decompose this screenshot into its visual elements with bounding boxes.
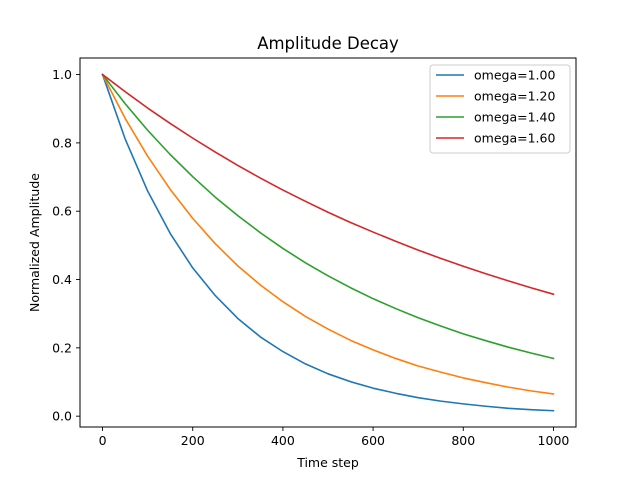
x-tick-label: 600: [361, 433, 385, 448]
y-tick-label: 0.4: [52, 272, 72, 287]
y-axis-label: Normalized Amplitude: [27, 173, 42, 312]
y-tick-label: 0.0: [52, 409, 72, 424]
y-tick-label: 0.6: [52, 204, 72, 219]
legend: omega=1.00 omega=1.20 omega=1.40 omega=1.60: [429, 64, 571, 154]
x-tick-label: 200: [181, 433, 205, 448]
legend-label: omega=1.20: [474, 89, 555, 104]
legend-label: omega=1.60: [474, 131, 555, 146]
series-line-3: [101, 73, 555, 360]
y-axis-ticks: 0.0 0.2 0.4 0.6 0.8 1.0: [52, 67, 80, 424]
x-tick-label: 400: [271, 433, 295, 448]
x-axis-ticks: 0 200 400 600 800 1000: [99, 427, 570, 448]
y-tick-label: 0.8: [52, 135, 72, 150]
series-line-1: [101, 73, 555, 412]
y-tick-label: 1.0: [52, 67, 72, 82]
legend-label: omega=1.40: [474, 110, 555, 125]
y-tick-label: 0.2: [52, 340, 72, 355]
series-layer: [101, 73, 555, 412]
x-axis-label: Time step: [296, 455, 359, 470]
chart-title: Amplitude Decay: [257, 34, 399, 53]
x-tick-label: 1000: [538, 433, 570, 448]
series-line-2: [101, 73, 555, 395]
legend-label: omega=1.00: [474, 68, 555, 83]
plot-frame: [79, 57, 577, 428]
series-line-4: [101, 73, 555, 296]
x-tick-label: 800: [451, 433, 475, 448]
x-tick-label: 0: [99, 433, 107, 448]
legend-box: [429, 64, 571, 154]
